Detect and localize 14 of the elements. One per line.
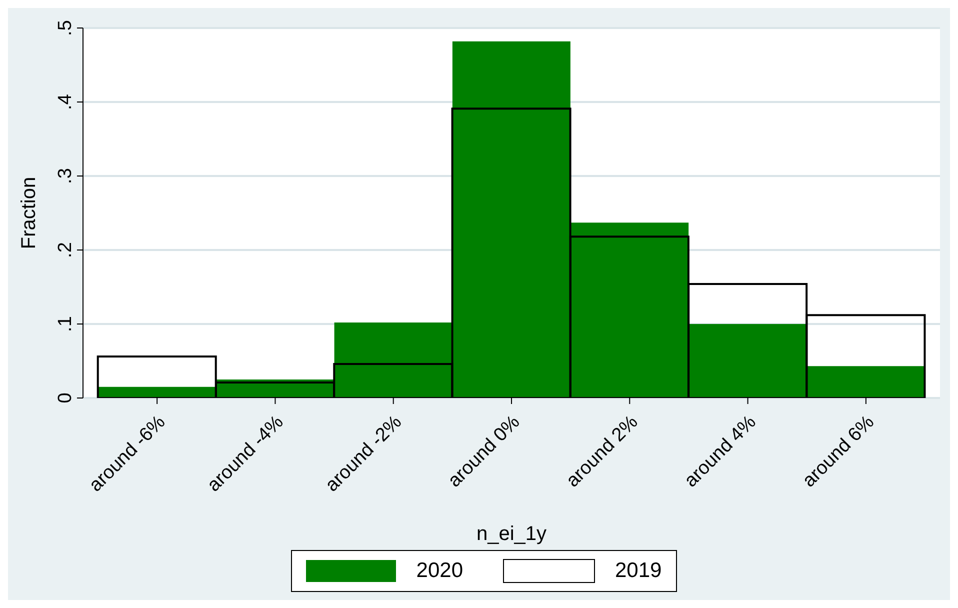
bar [806, 366, 925, 398]
y-tick-label: .3 [55, 168, 76, 184]
y-tick-label: .4 [55, 94, 76, 110]
y-tick-label: .1 [55, 316, 76, 332]
y-tick-label: 0 [55, 392, 76, 404]
y-axis-title: Fraction [18, 176, 40, 250]
bar [688, 324, 807, 398]
legend-label: 2020 [416, 559, 463, 583]
y-tick-label: .2 [55, 242, 76, 258]
legend-label: 2019 [615, 559, 662, 583]
bar [452, 41, 570, 398]
x-axis-title: n_ei_1y [476, 523, 547, 545]
bar [334, 322, 452, 398]
y-tick-label: .5 [55, 20, 76, 36]
